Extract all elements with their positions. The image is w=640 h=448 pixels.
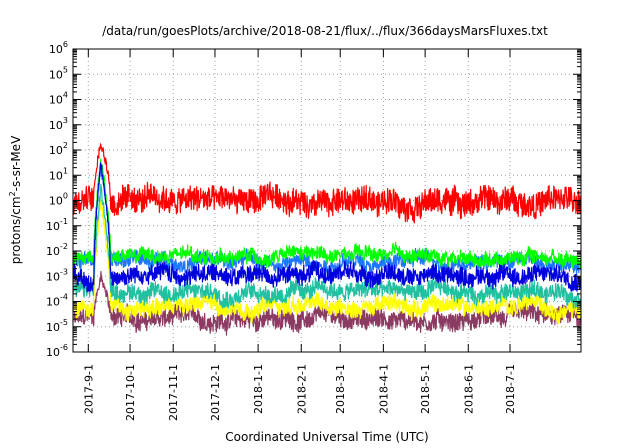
x-tick-label: 2018-3-1 [334,364,347,414]
y-tick-label: 105 [49,65,68,81]
series-line [72,158,582,270]
x-tick-label: 2018-1-1 [252,364,265,414]
y-tick-label: 106 [49,40,68,56]
series-line [72,183,582,309]
series-line [72,162,582,293]
x-tick-label: 2017-10-1 [124,364,137,421]
chart-title: /data/run/goesPlots/archive/2018-08-21/f… [102,24,548,38]
x-tick-label: 2018-6-1 [462,364,475,414]
y-tick-label: 104 [49,91,68,107]
y-tick-label: 103 [49,116,68,132]
x-tick-label: 2018-2-1 [295,364,308,414]
x-axis-label: Coordinated Universal Time (UTC) [225,430,428,444]
y-tick-label: 10-3 [46,267,68,283]
x-tick-label: 2018-7-1 [504,364,517,414]
x-tick-label: 2017-11-1 [167,364,180,421]
x-tick-label: 2018-5-1 [419,364,432,414]
series-line [72,143,582,224]
y-tick-label: 10-1 [46,217,68,233]
series-line [72,198,582,324]
y-tick-label: 10-4 [46,293,68,309]
y-axis-label: protons/cm2-s-sr-MeV [8,135,23,264]
y-tick-label: 10-5 [46,318,68,334]
x-tick-label: 2017-9-1 [82,364,95,414]
x-tick-label: 2017-12-1 [209,364,222,421]
y-tick-label: 100 [49,192,68,208]
y-tick-label: 101 [49,166,68,182]
y-axis: 10-6 10-5 10-4 10-3 10-2 10-1 100 101 102 103 104 1… [46,40,581,359]
series-layer [72,143,582,336]
x-axis: 2017-9-1 2017-10-1 2017-11-1 2017-12-1 2018-… [82,49,517,421]
y-tick-label: 10-6 [46,343,68,359]
y-tick-label: 102 [49,141,68,157]
x-tick-label: 2018-4-1 [377,364,390,414]
y-tick-label: 10-2 [46,242,68,258]
